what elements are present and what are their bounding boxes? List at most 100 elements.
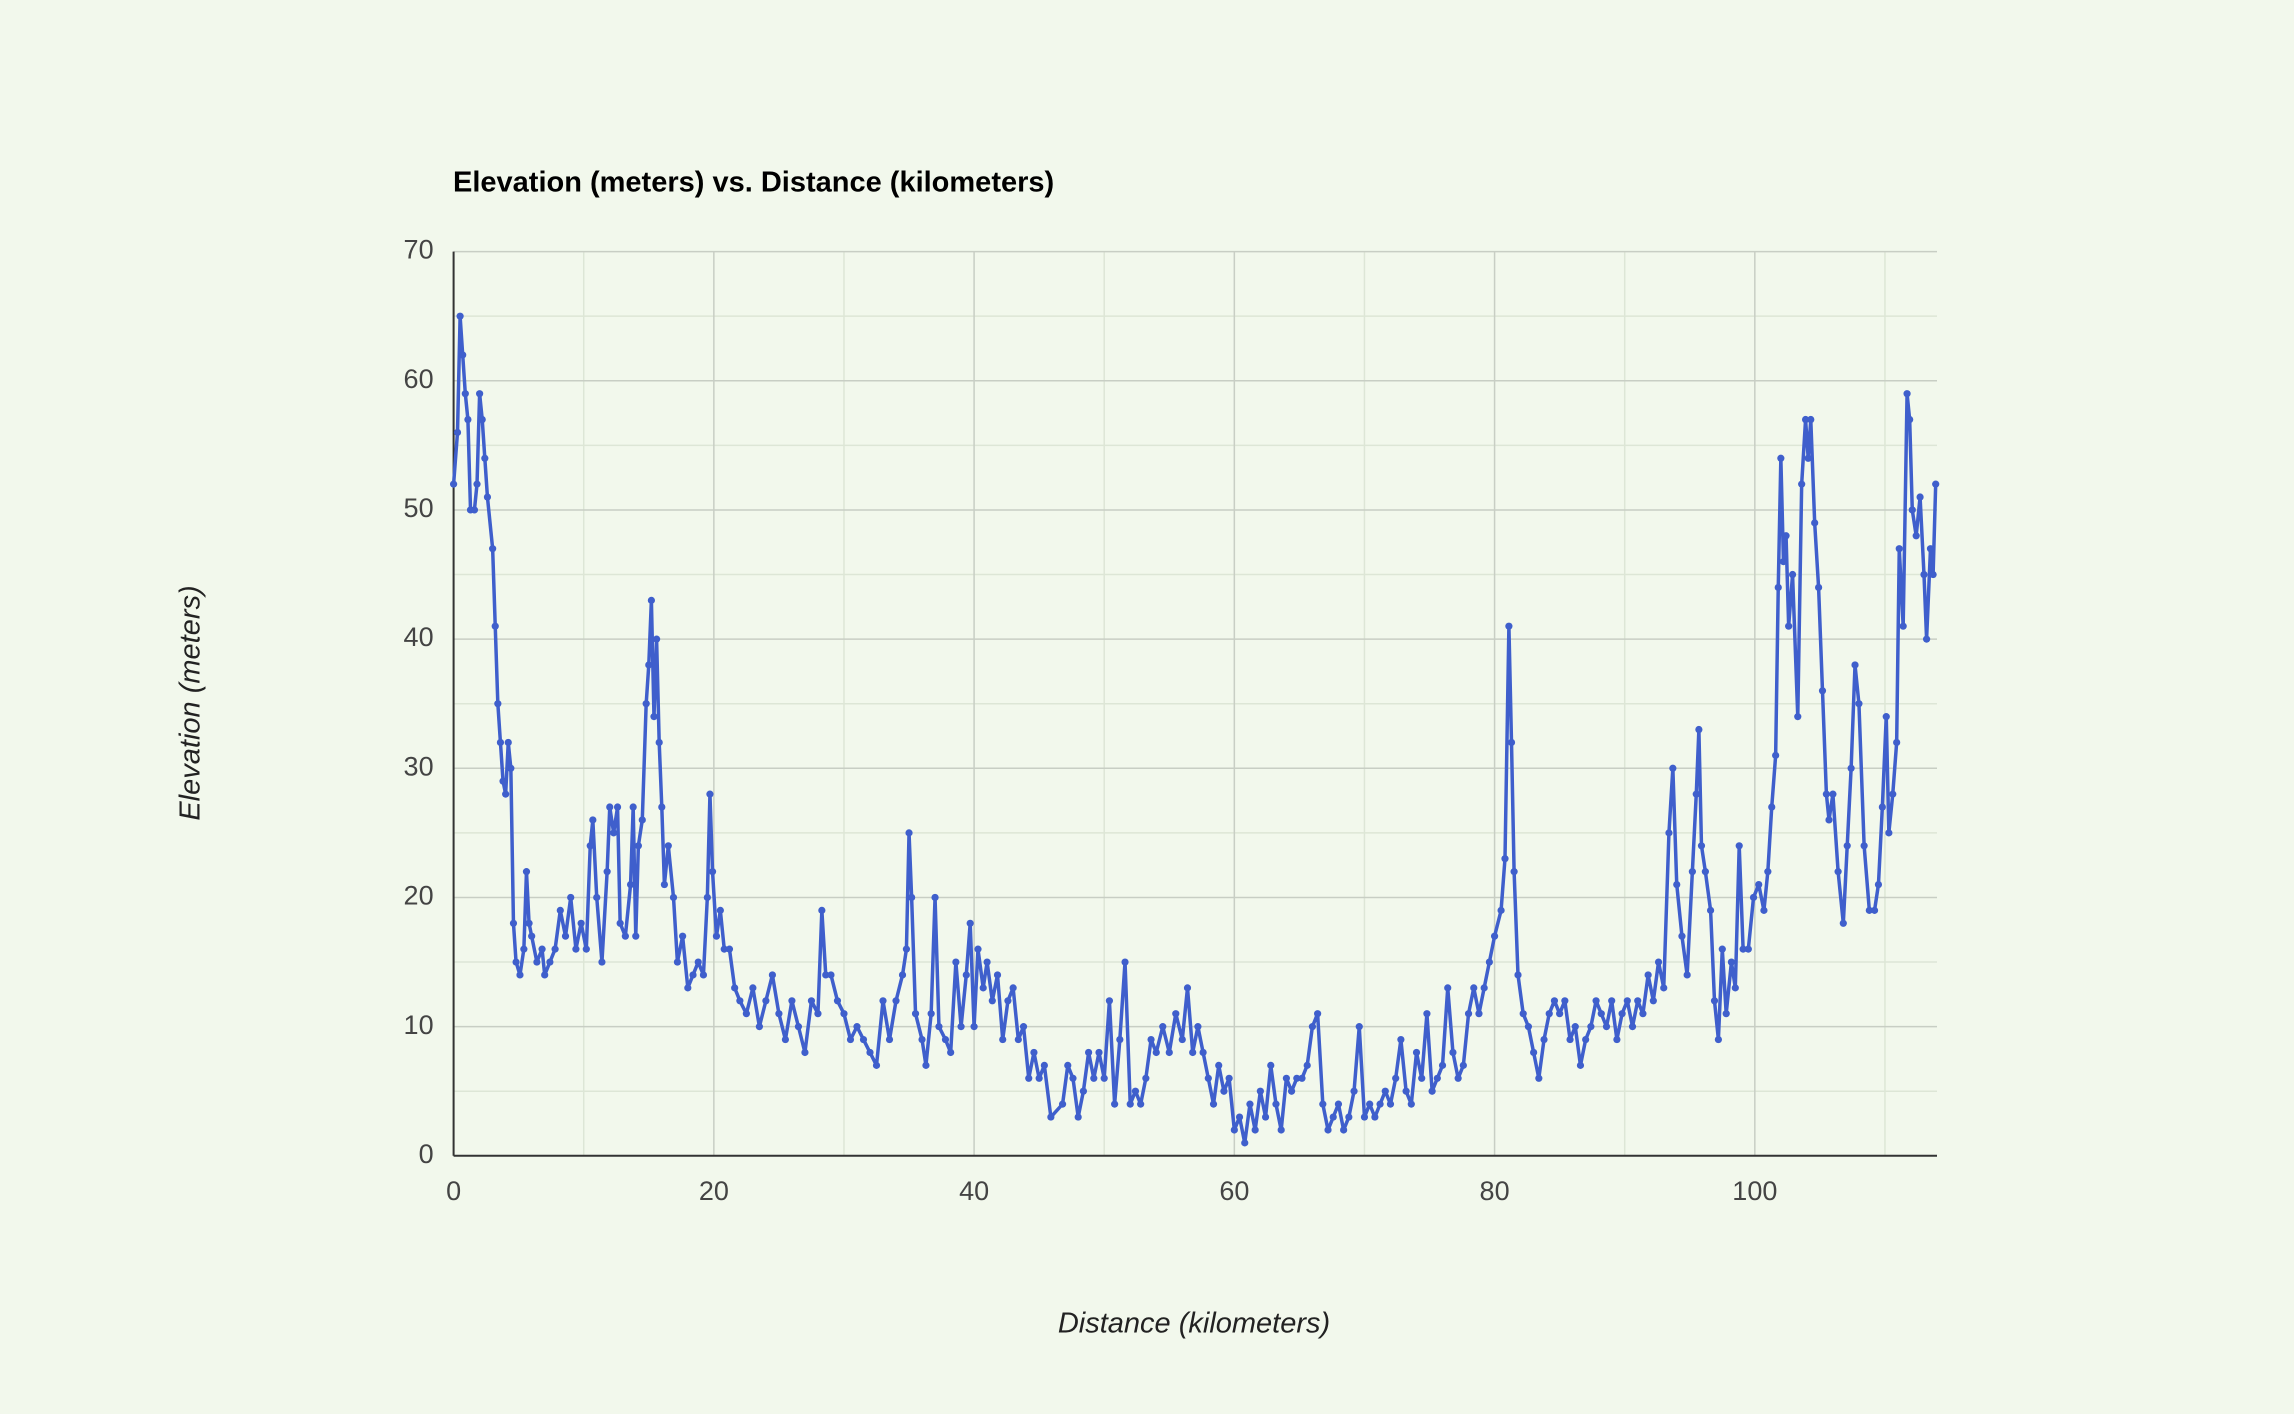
point	[1807, 415, 1815, 424]
point	[673, 958, 682, 966]
point	[1423, 1010, 1431, 1018]
point	[885, 1035, 894, 1044]
point	[483, 493, 492, 501]
point	[988, 997, 996, 1005]
point	[499, 777, 507, 785]
point	[603, 868, 611, 876]
point	[1019, 1023, 1028, 1031]
point	[684, 984, 692, 992]
point	[1501, 855, 1509, 863]
point	[879, 997, 887, 1005]
point	[853, 1023, 861, 1031]
point	[1449, 1048, 1457, 1057]
point	[1755, 880, 1763, 889]
point	[1906, 415, 1914, 424]
point	[1628, 1023, 1637, 1031]
point	[1412, 1048, 1421, 1057]
point	[720, 945, 728, 953]
point	[1485, 958, 1493, 966]
point	[626, 880, 635, 889]
point	[1695, 725, 1703, 734]
x-tick-label: 60	[1219, 1176, 1249, 1206]
point	[1566, 1035, 1574, 1044]
point	[1147, 1035, 1155, 1044]
point	[1350, 1087, 1358, 1095]
point	[1561, 997, 1569, 1005]
point	[577, 919, 585, 927]
point	[1878, 803, 1886, 811]
point	[898, 971, 907, 979]
point	[1576, 1061, 1585, 1069]
point	[606, 803, 614, 811]
point	[1381, 1087, 1389, 1095]
point	[660, 880, 668, 889]
point	[638, 816, 646, 824]
y-tick-label: 40	[404, 622, 434, 652]
point	[1105, 997, 1114, 1005]
point	[1256, 1087, 1264, 1095]
point	[1714, 1035, 1722, 1044]
point	[706, 790, 714, 798]
point	[1634, 997, 1642, 1005]
point	[1644, 971, 1652, 979]
point	[1814, 583, 1823, 592]
point	[476, 390, 484, 398]
point	[450, 480, 458, 488]
point	[952, 958, 960, 966]
point	[1556, 1010, 1564, 1018]
point	[551, 945, 559, 953]
point	[1407, 1100, 1415, 1108]
point	[509, 919, 518, 927]
point	[1722, 1010, 1730, 1018]
point	[822, 971, 830, 979]
point	[1438, 1061, 1447, 1069]
point	[859, 1035, 868, 1044]
point	[1287, 1087, 1296, 1095]
point	[1386, 1100, 1395, 1108]
point	[1785, 622, 1793, 630]
point	[1926, 545, 1935, 553]
point	[725, 945, 734, 953]
point	[1895, 545, 1903, 553]
point	[1798, 480, 1806, 488]
point	[1069, 1074, 1077, 1082]
point	[979, 984, 987, 992]
point	[593, 893, 601, 902]
point	[1649, 997, 1657, 1005]
point	[572, 945, 580, 953]
point	[918, 1035, 926, 1044]
y-tick-label: 50	[404, 493, 434, 523]
point	[1428, 1087, 1436, 1095]
point	[1571, 1023, 1579, 1031]
point	[1298, 1074, 1306, 1082]
point	[1597, 1010, 1605, 1018]
point	[731, 984, 739, 992]
point	[489, 545, 497, 553]
point	[629, 803, 637, 811]
point	[1131, 1087, 1140, 1095]
point	[1009, 984, 1017, 992]
point	[1199, 1048, 1207, 1057]
point	[1025, 1074, 1033, 1082]
point	[459, 351, 467, 359]
point	[1183, 984, 1192, 992]
point	[1480, 984, 1488, 992]
point	[1764, 868, 1772, 876]
point	[1874, 880, 1883, 889]
point	[1490, 932, 1499, 940]
point	[1920, 570, 1928, 579]
point	[1688, 868, 1696, 876]
point	[1355, 1023, 1363, 1031]
point	[999, 1035, 1007, 1044]
point	[1095, 1048, 1103, 1057]
point	[642, 700, 650, 708]
point	[561, 932, 570, 940]
point	[1497, 906, 1505, 914]
point	[689, 971, 697, 979]
point	[1618, 1010, 1626, 1018]
point	[1058, 1100, 1067, 1108]
point	[1079, 1087, 1087, 1095]
point	[1860, 842, 1868, 850]
